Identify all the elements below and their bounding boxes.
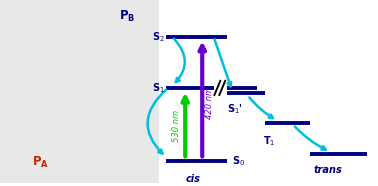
Text: T$_1$: T$_1$ (263, 134, 275, 147)
Text: S$_2$: S$_2$ (152, 30, 164, 44)
Text: 420 nm: 420 nm (204, 86, 214, 119)
Bar (0, 0, 159, 183)
Text: S$_0$: S$_0$ (232, 154, 245, 168)
Text: S$_1$': S$_1$' (227, 102, 243, 116)
Text: S$_1$: S$_1$ (152, 81, 164, 95)
Text: P$_\mathbf{A}$: P$_\mathbf{A}$ (32, 155, 49, 170)
Text: P$_\mathbf{B}$: P$_\mathbf{B}$ (119, 9, 135, 24)
Text: 530 nm: 530 nm (172, 110, 181, 142)
Text: trans: trans (314, 165, 342, 175)
Text: cis: cis (185, 174, 200, 184)
